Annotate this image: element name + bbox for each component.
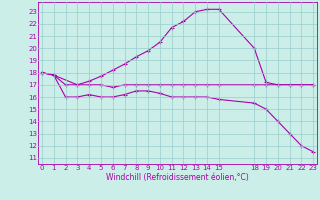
X-axis label: Windchill (Refroidissement éolien,°C): Windchill (Refroidissement éolien,°C) — [106, 173, 249, 182]
